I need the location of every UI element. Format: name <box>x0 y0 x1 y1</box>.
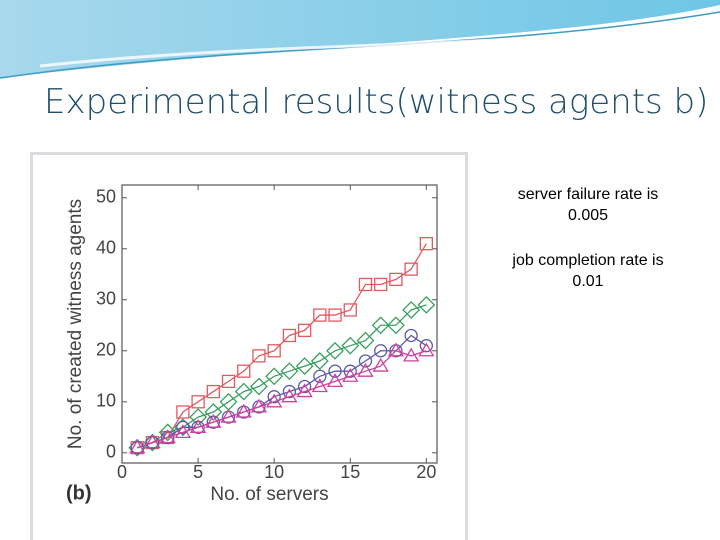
series-line <box>137 334 427 449</box>
marker <box>374 344 388 358</box>
note-line: 0.01 <box>572 273 604 290</box>
marker <box>221 374 236 389</box>
series-line <box>137 304 427 449</box>
marker <box>297 323 312 338</box>
marker <box>189 408 208 427</box>
marker <box>328 364 342 378</box>
plot-frame <box>121 184 438 464</box>
y-tick-label: 30 <box>96 289 116 309</box>
series-line <box>137 243 427 449</box>
x-axis-label: No. of servers <box>210 484 328 505</box>
marker <box>206 384 220 399</box>
marker <box>358 277 373 292</box>
x-tick-label: 20 <box>416 462 436 482</box>
marker <box>159 429 176 444</box>
marker <box>191 395 205 409</box>
marker <box>343 364 357 378</box>
marker <box>158 423 177 442</box>
chart: 0 5 10 15 20 0 10 20 30 40 50 No. of servers No. of … <box>30 152 468 540</box>
marker <box>252 349 266 363</box>
marker <box>357 362 374 377</box>
annotation: (b) <box>66 482 92 504</box>
marker <box>419 339 433 353</box>
marker <box>356 331 375 350</box>
x-tick-label: 10 <box>264 462 284 482</box>
x-tick-label: 15 <box>340 462 360 482</box>
marker <box>402 347 420 362</box>
x-tick-label: 0 <box>117 462 127 482</box>
header-decoration <box>0 0 720 79</box>
marker <box>237 364 251 378</box>
marker <box>404 328 418 343</box>
marker <box>281 388 298 403</box>
marker <box>371 316 390 335</box>
note-line: server failure rate is <box>517 186 659 203</box>
marker <box>297 379 312 394</box>
y-axis-label: No. of created witness agents <box>65 199 86 449</box>
marker <box>387 342 405 357</box>
marker <box>417 295 436 314</box>
marker <box>267 390 281 404</box>
marker <box>204 403 223 421</box>
marker <box>372 357 389 372</box>
marker <box>129 439 146 454</box>
marker <box>310 352 329 370</box>
marker <box>189 419 207 433</box>
marker <box>250 377 268 396</box>
marker <box>341 336 360 355</box>
slide-title: Experimental results(witness agents b) <box>44 82 709 122</box>
marker <box>280 362 299 381</box>
marker <box>144 434 161 449</box>
x-tick-label: 5 <box>193 462 203 482</box>
marker <box>265 367 284 386</box>
series-line <box>137 350 427 449</box>
marker <box>234 382 253 401</box>
marker <box>176 405 190 419</box>
marker <box>282 384 297 399</box>
y-tick-label: 10 <box>96 391 116 411</box>
marker <box>313 308 327 322</box>
marker <box>205 413 222 428</box>
marker <box>358 354 373 368</box>
marker <box>402 301 421 319</box>
y-tick-label: 20 <box>96 340 116 360</box>
y-tick-label: 50 <box>96 187 116 207</box>
note-line: job completion rate is <box>512 252 664 269</box>
marker <box>313 369 327 383</box>
marker <box>267 344 281 358</box>
marker <box>174 424 192 439</box>
marker <box>282 328 297 343</box>
marker <box>326 341 344 360</box>
y-tick-label: 40 <box>96 238 116 258</box>
marker <box>419 237 433 251</box>
marker <box>296 383 313 398</box>
marker <box>266 393 283 408</box>
marker <box>343 303 357 317</box>
marker <box>176 420 190 434</box>
marker <box>250 398 268 413</box>
marker <box>220 408 237 423</box>
y-tick-label: 0 <box>106 442 116 462</box>
marker <box>389 272 403 287</box>
marker <box>386 316 405 335</box>
marker <box>326 373 344 388</box>
marker <box>311 378 328 393</box>
marker <box>235 403 252 418</box>
note-line: 0.005 <box>567 207 609 224</box>
note: server failure rate is 0.005 <box>488 184 688 226</box>
marker <box>404 262 418 276</box>
marker <box>342 367 359 382</box>
marker <box>418 342 435 357</box>
marker <box>374 277 388 292</box>
marker <box>295 357 314 376</box>
note: job completion rate is 0.01 <box>488 250 688 292</box>
marker <box>328 308 342 322</box>
